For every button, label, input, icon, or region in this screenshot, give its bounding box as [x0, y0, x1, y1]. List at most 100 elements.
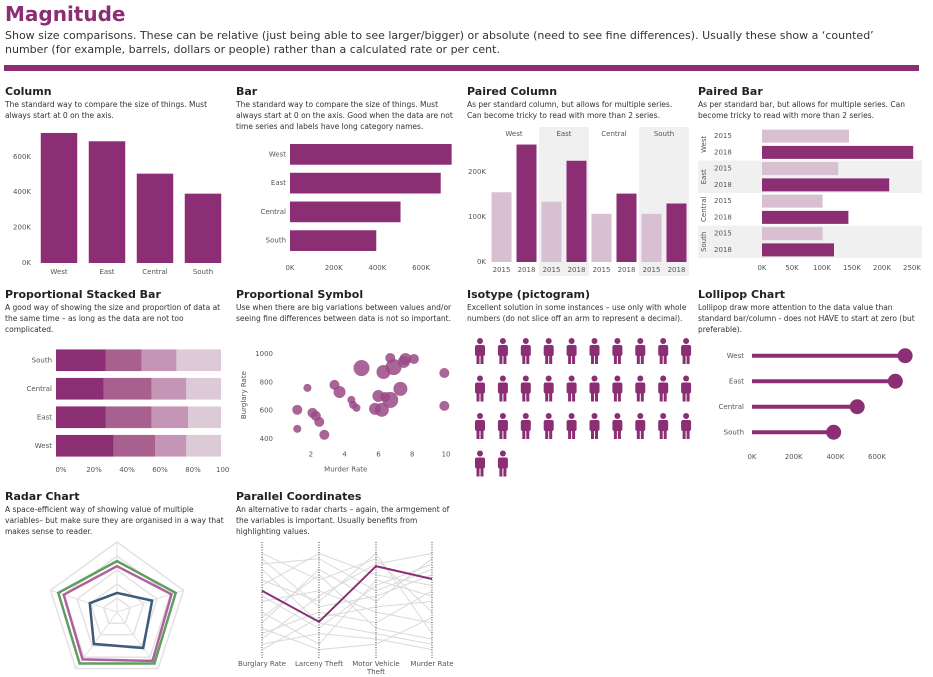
- icon-part: [503, 467, 507, 477]
- lollipop-head: [849, 399, 865, 415]
- icon-part: [635, 345, 646, 356]
- icon-part: [543, 420, 554, 431]
- point: [314, 416, 325, 427]
- y-tick-label: 100K: [468, 213, 486, 221]
- lollipop-head: [887, 373, 903, 389]
- chart-title: Lollipop Chart: [698, 288, 786, 301]
- icon-part: [499, 375, 506, 382]
- y-tick-label: West: [727, 352, 744, 360]
- icon-part: [568, 355, 572, 364]
- icon: [658, 375, 669, 402]
- bar: [762, 145, 914, 159]
- icon-part: [549, 392, 553, 402]
- point: [292, 404, 303, 415]
- chart-title: Parallel Coordinates: [236, 490, 362, 503]
- x-tick-label: 80%: [185, 466, 201, 474]
- panel: Radar Chart A space-efficient way of show…: [5, 490, 230, 677]
- chart-title: Radar Chart: [5, 490, 80, 503]
- y-tick-label: 2015: [714, 165, 732, 173]
- icon-part: [477, 375, 483, 382]
- x-tick-label: 0%: [55, 466, 66, 474]
- point: [303, 383, 312, 392]
- icon-part: [522, 430, 526, 439]
- icon: [635, 338, 646, 364]
- page-title: Magnitude: [5, 2, 126, 26]
- icon-part: [566, 382, 577, 394]
- icon-part: [545, 338, 552, 344]
- icon-part: [660, 413, 667, 419]
- chart: West East Central South 0K 100K 200K 2015 2015 20…: [468, 127, 689, 276]
- point: [347, 395, 356, 404]
- bar-segment: [105, 406, 152, 429]
- bar-segment: [113, 434, 155, 457]
- icon: [566, 413, 577, 439]
- y-tick-label: 200K: [468, 168, 486, 176]
- bar-segment: [186, 377, 221, 400]
- icon-part: [659, 392, 663, 402]
- icon-part: [614, 375, 621, 382]
- icon-part: [497, 345, 508, 356]
- x-tick-label: 0K: [747, 453, 756, 461]
- bar: [290, 172, 441, 194]
- icon-part: [499, 467, 503, 477]
- chart: [261, 542, 433, 659]
- radar-area: [88, 591, 154, 650]
- y-tick-label: Central: [27, 385, 53, 393]
- chart-title: Isotype (pictogram): [467, 288, 591, 301]
- bar: [516, 144, 537, 262]
- group-label: East: [700, 169, 708, 184]
- chart-title: Bar: [236, 85, 258, 98]
- x-tick-label: 200K: [325, 264, 343, 272]
- page-description: Show size comparisons. These can be rela…: [5, 29, 874, 56]
- icon-part: [526, 392, 530, 402]
- icon-part: [499, 413, 506, 419]
- line: [261, 574, 433, 640]
- x-tick-label: 10: [442, 451, 451, 459]
- icon-part: [499, 338, 506, 344]
- bar: [290, 144, 452, 165]
- icon-part: [681, 345, 692, 356]
- point: [385, 359, 402, 376]
- icon-part: [522, 338, 529, 344]
- icon-part: [591, 355, 594, 364]
- bar: [641, 213, 662, 262]
- axis-label: Burglary Rate: [238, 660, 286, 668]
- icon-part: [568, 392, 572, 402]
- icon: [589, 375, 600, 402]
- x-tick-label: 2015: [593, 266, 611, 274]
- point: [439, 367, 450, 378]
- bar: [762, 178, 890, 192]
- icon: [566, 375, 577, 402]
- bar: [541, 201, 562, 262]
- icon-part: [499, 392, 503, 402]
- line: [261, 552, 433, 613]
- icon: [520, 338, 531, 364]
- icon-part: [522, 375, 529, 382]
- icon: [566, 338, 577, 364]
- icon-part: [477, 450, 483, 457]
- chart-title: Proportional Symbol: [236, 288, 364, 301]
- icon-part: [617, 392, 621, 402]
- bar: [491, 192, 512, 262]
- icon: [612, 338, 623, 364]
- bar-segment: [186, 434, 221, 457]
- icon: [658, 413, 669, 439]
- icon-part: [663, 392, 667, 402]
- x-tick-label: 100K: [813, 264, 831, 272]
- icon-part: [522, 392, 526, 402]
- chart-subtitle: Lollipop draw more attention to the data…: [698, 303, 915, 334]
- icon-part: [480, 392, 484, 402]
- icon-part: [637, 338, 644, 344]
- y-tick-label: West: [269, 150, 286, 158]
- y-tick-label: East: [37, 413, 52, 421]
- icon-part: [497, 457, 508, 469]
- icon-part: [640, 355, 644, 364]
- x-tick-label: 150K: [843, 264, 861, 272]
- chart-subtitle: Use when there are big variations betwee…: [236, 303, 452, 323]
- icon-part: [660, 338, 667, 344]
- x-tick-label: 4: [342, 451, 347, 459]
- icon: [475, 375, 485, 402]
- x-tick-label: 2018: [568, 266, 586, 274]
- x-tick-label: East: [99, 268, 114, 276]
- icon-part: [476, 392, 480, 402]
